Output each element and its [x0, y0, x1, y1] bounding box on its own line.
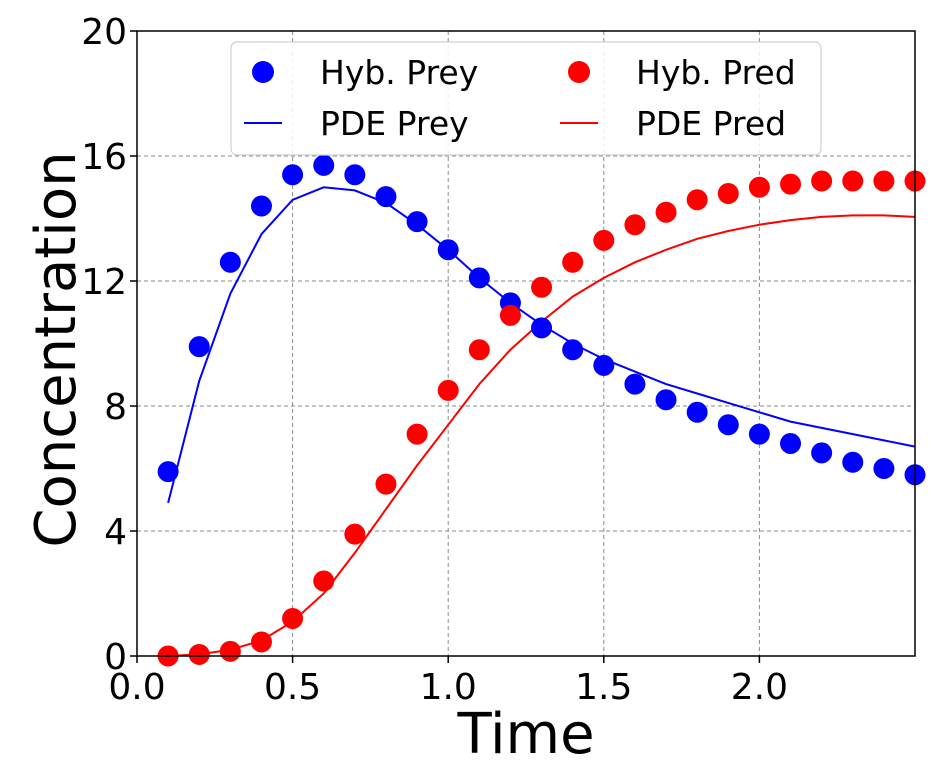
- hyb-pred-point: [748, 176, 770, 198]
- hyb-prey-point: [717, 414, 739, 436]
- hyb-pred-point: [282, 608, 304, 629]
- hyb-pred-point: [188, 643, 210, 665]
- hyb-pred-point: [842, 170, 864, 192]
- hyb-pred-point: [780, 173, 802, 195]
- hyb-pred-point: [593, 229, 615, 251]
- hyb-prey-point: [593, 354, 615, 376]
- x-tick-label: 1.0: [420, 667, 477, 708]
- hyb-prey-point: [157, 461, 179, 483]
- y-tick-label: 0: [104, 637, 127, 678]
- hyb-pred-point: [437, 379, 459, 401]
- hyb-pred-point: [873, 170, 895, 192]
- hyb-prey-point: [282, 164, 304, 186]
- hyb-pred-point: [219, 640, 241, 662]
- hyb-prey-point: [250, 195, 272, 217]
- hyb-pred-point: [468, 339, 490, 361]
- hyb-prey-point: [873, 458, 895, 479]
- axis-ticks: 0.0 0.5 1.0 1.5 2.0 0 4 8 12 16 20: [81, 12, 788, 708]
- x-tick-label: 0.0: [108, 667, 165, 708]
- hyb-prey-point: [748, 423, 770, 445]
- legend-pde-pred-label: PDE Pred: [636, 104, 786, 143]
- hyb-pred-point: [655, 201, 677, 223]
- hyb-prey-point: [686, 401, 708, 423]
- y-tick-label: 8: [104, 387, 127, 428]
- legend-hyb-prey-marker: [252, 61, 274, 83]
- plot-frame: [136, 30, 916, 657]
- hyb-prey-point: [655, 389, 677, 411]
- hyb-pred-point: [406, 423, 428, 445]
- hyb-pred-point: [313, 570, 335, 592]
- hyb-pred-point: [531, 276, 553, 298]
- hyb-prey-point: [468, 267, 490, 289]
- hyb-prey-point: [531, 317, 553, 339]
- y-axis-label: Concentration: [24, 151, 89, 547]
- grid-lines: [137, 31, 915, 656]
- hyb-pred-point: [344, 523, 366, 545]
- hyb-pred-point: [717, 183, 739, 204]
- pde-prey-line: [167, 186, 916, 504]
- legend-hyb-pred-label: Hyb. Pred: [636, 53, 796, 92]
- hyb-pred-point: [624, 214, 646, 236]
- hyb-prey-point: [624, 373, 646, 395]
- hyb-prey-point: [219, 251, 241, 273]
- legend-hyb-pred-marker: [568, 61, 590, 83]
- y-tick-label: 16: [81, 137, 127, 178]
- hyb-pred-point: [811, 170, 833, 192]
- hyb-prey-point: [344, 164, 366, 186]
- legend-pde-prey-label: PDE Prey: [320, 104, 469, 143]
- legend: Hyb. Prey Hyb. Pred PDE Prey PDE Pred: [230, 41, 822, 156]
- hyb-prey-point: [437, 239, 459, 261]
- x-tick-label: 0.5: [264, 667, 321, 708]
- y-tick-label: 20: [81, 12, 127, 53]
- series-lines: [167, 186, 916, 657]
- hyb-prey-point: [811, 442, 833, 464]
- hyb-prey-point: [562, 339, 584, 361]
- x-axis-label: Time: [456, 702, 594, 767]
- hyb-pred-point: [686, 189, 708, 211]
- y-tick-label: 4: [104, 512, 127, 553]
- hyb-prey-point: [375, 186, 397, 208]
- hyb-prey-point: [842, 451, 864, 473]
- hyb-prey-point: [313, 154, 335, 176]
- legend-box: [230, 41, 822, 156]
- y-tick-label: 12: [81, 262, 127, 303]
- x-tick-label: 1.5: [575, 667, 632, 708]
- hyb-pred-point: [562, 251, 584, 273]
- hyb-pred-point: [499, 304, 521, 326]
- hyb-prey-point: [188, 336, 210, 358]
- hyb-prey-point: [780, 433, 802, 454]
- hyb-pred-point: [250, 631, 272, 653]
- legend-hyb-prey-label: Hyb. Prey: [320, 53, 478, 92]
- series-points: [157, 154, 926, 667]
- hyb-prey-point: [406, 211, 428, 233]
- x-tick-label: 2.0: [731, 667, 788, 708]
- hyb-pred-point: [375, 473, 397, 495]
